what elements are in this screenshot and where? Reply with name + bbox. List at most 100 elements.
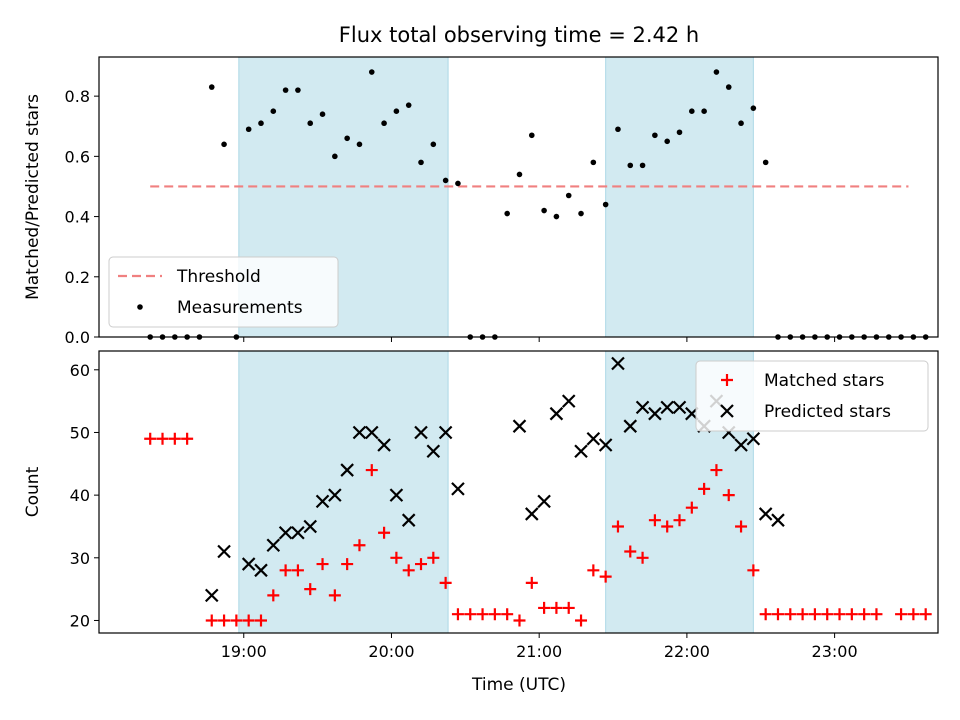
data-point	[230, 614, 243, 627]
data-point	[549, 406, 564, 421]
data-point	[315, 494, 330, 509]
data-point	[550, 601, 563, 614]
data-point	[488, 608, 501, 621]
data-point	[415, 558, 428, 571]
data-point	[575, 614, 588, 627]
data-point	[427, 551, 440, 564]
count-points	[144, 356, 932, 627]
data-point	[833, 608, 846, 621]
data-point	[344, 135, 350, 142]
x-tick-label: 19:00	[221, 642, 267, 661]
data-point	[750, 105, 757, 111]
legend-label: Threshold	[176, 267, 261, 287]
data-point	[353, 539, 366, 552]
data-point	[266, 538, 281, 553]
y-tick-label: 50	[70, 423, 90, 442]
data-point	[895, 608, 908, 621]
data-point	[672, 400, 687, 415]
data-point	[648, 406, 662, 421]
data-point	[725, 84, 732, 90]
data-point	[919, 608, 932, 621]
data-point	[340, 463, 354, 477]
legend-label: Matched stars	[764, 371, 884, 391]
data-point	[267, 589, 280, 602]
data-point	[565, 192, 572, 199]
ratio-panel: 0.00.20.40.60.8 Matched/Predicted stars …	[23, 56, 939, 347]
data-point	[341, 558, 354, 571]
data-point	[796, 608, 809, 621]
data-point	[439, 576, 452, 589]
data-point	[635, 400, 650, 415]
data-point	[512, 419, 527, 433]
data-point	[476, 608, 489, 621]
x-tick-label: 23:00	[812, 642, 858, 661]
data-point	[562, 601, 575, 614]
observing-windows-bottom	[238, 350, 754, 634]
data-point	[578, 210, 584, 217]
y-tick-label: 0.6	[65, 147, 90, 166]
count-y-axis: 20 30 40 50 60	[70, 361, 99, 630]
data-point	[218, 614, 231, 627]
data-point	[735, 520, 748, 533]
data-point	[402, 564, 415, 577]
count-legend: Matched stars Predicted stars	[695, 360, 929, 432]
time-x-axis: 19:00 20:00 21:00 22:00 23:00	[221, 633, 858, 661]
legend-marker-swatch	[720, 404, 734, 418]
observing-window-1	[238, 350, 449, 634]
data-point	[328, 589, 341, 602]
data-point	[661, 520, 674, 533]
data-point	[845, 608, 858, 621]
data-point	[673, 514, 686, 527]
y-tick-label: 60	[70, 361, 90, 380]
data-point	[389, 488, 404, 502]
data-point	[291, 525, 305, 540]
data-point	[611, 520, 624, 533]
legend-label: Predicted stars	[764, 402, 891, 422]
y-tick-label: 20	[70, 611, 90, 630]
data-point	[685, 501, 698, 514]
data-point	[537, 494, 551, 509]
data-point	[307, 120, 314, 127]
ratio-plot-frame	[98, 56, 939, 338]
data-point	[676, 129, 683, 136]
data-point	[538, 601, 551, 614]
data-point	[319, 111, 326, 118]
x-axis-label: Time (UTC)	[471, 675, 566, 695]
data-point	[870, 608, 883, 621]
data-point	[627, 162, 634, 169]
data-point	[623, 419, 638, 433]
y-tick-label: 0.8	[65, 87, 90, 106]
data-point	[378, 526, 391, 539]
data-point	[451, 482, 465, 496]
data-point	[156, 432, 169, 445]
data-point	[698, 482, 711, 495]
legend-box	[108, 256, 339, 328]
data-point	[221, 141, 227, 148]
data-point	[295, 87, 301, 93]
data-point	[747, 564, 760, 577]
data-point	[205, 614, 218, 627]
data-point	[241, 557, 256, 571]
count-y-label: Count	[23, 466, 43, 517]
data-point	[587, 564, 600, 577]
data-point	[771, 608, 784, 621]
data-point	[722, 489, 735, 502]
data-point	[303, 519, 318, 534]
data-point	[586, 431, 601, 446]
data-point	[611, 356, 625, 371]
legend-marker-swatch	[137, 304, 143, 310]
data-point	[710, 464, 723, 477]
data-point	[590, 159, 597, 166]
data-point	[574, 444, 588, 459]
ratio-y-axis: 0.0 0.2 0.4 0.6 0.8	[65, 87, 99, 347]
data-point	[368, 69, 375, 75]
data-point	[356, 141, 363, 148]
data-point	[713, 69, 720, 75]
data-point	[401, 513, 416, 527]
data-point	[821, 608, 834, 621]
data-point	[168, 432, 181, 445]
data-point	[599, 570, 612, 583]
data-point	[907, 608, 920, 621]
ratio-y-label: Matched/Predicted stars	[23, 94, 43, 300]
